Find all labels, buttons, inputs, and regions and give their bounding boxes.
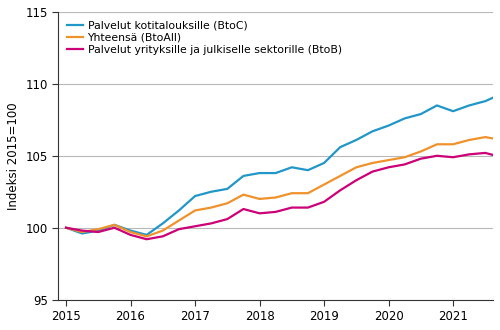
Legend: Palvelut kotitalouksille (BtoC), Yhteensä (BtoAll), Palvelut yrityksille ja julk: Palvelut kotitalouksille (BtoC), Yhteens… — [64, 17, 345, 58]
Yhteensä (BtoAll) — [79, 230, 85, 234]
Line: Palvelut yrityksille ja julkiselle sektorille (BtoB): Palvelut yrityksille ja julkiselle sekto… — [66, 134, 500, 239]
Palvelut kotitalouksille (BtoC) — [354, 138, 360, 142]
Line: Yhteensä (BtoAll): Yhteensä (BtoAll) — [66, 120, 500, 236]
Yhteensä (BtoAll) — [321, 182, 327, 186]
Palvelut kotitalouksille (BtoC) — [112, 223, 117, 227]
Yhteensä (BtoAll) — [337, 174, 343, 178]
Yhteensä (BtoAll) — [498, 138, 500, 142]
Palvelut kotitalouksille (BtoC) — [450, 109, 456, 113]
Yhteensä (BtoAll) — [112, 223, 117, 227]
Yhteensä (BtoAll) — [224, 201, 230, 205]
Palvelut yrityksille ja julkiselle sektorille (BtoB) — [176, 227, 182, 231]
Palvelut yrityksille ja julkiselle sektorille (BtoB) — [418, 157, 424, 161]
Palvelut yrityksille ja julkiselle sektorille (BtoB) — [208, 221, 214, 225]
Yhteensä (BtoAll) — [96, 227, 102, 231]
Palvelut kotitalouksille (BtoC) — [79, 231, 85, 235]
Palvelut kotitalouksille (BtoC) — [337, 145, 343, 149]
Palvelut kotitalouksille (BtoC) — [289, 165, 295, 169]
Palvelut yrityksille ja julkiselle sektorille (BtoB) — [96, 230, 102, 234]
Palvelut yrityksille ja julkiselle sektorille (BtoB) — [160, 234, 166, 238]
Palvelut yrityksille ja julkiselle sektorille (BtoB) — [289, 206, 295, 210]
Yhteensä (BtoAll) — [386, 158, 392, 162]
Yhteensä (BtoAll) — [450, 142, 456, 146]
Yhteensä (BtoAll) — [272, 196, 278, 200]
Palvelut kotitalouksille (BtoC) — [240, 174, 246, 178]
Palvelut yrityksille ja julkiselle sektorille (BtoB) — [402, 162, 407, 166]
Palvelut yrityksille ja julkiselle sektorille (BtoB) — [192, 224, 198, 228]
Palvelut kotitalouksille (BtoC) — [305, 168, 311, 172]
Palvelut yrityksille ja julkiselle sektorille (BtoB) — [498, 155, 500, 159]
Palvelut yrityksille ja julkiselle sektorille (BtoB) — [354, 178, 360, 182]
Yhteensä (BtoAll) — [418, 149, 424, 153]
Yhteensä (BtoAll) — [208, 206, 214, 210]
Palvelut kotitalouksille (BtoC) — [160, 221, 166, 225]
Palvelut yrityksille ja julkiselle sektorille (BtoB) — [272, 210, 278, 214]
Palvelut kotitalouksille (BtoC) — [144, 233, 150, 237]
Palvelut kotitalouksille (BtoC) — [192, 194, 198, 198]
Yhteensä (BtoAll) — [144, 234, 150, 238]
Yhteensä (BtoAll) — [176, 218, 182, 222]
Palvelut kotitalouksille (BtoC) — [208, 190, 214, 194]
Palvelut kotitalouksille (BtoC) — [466, 104, 472, 108]
Palvelut kotitalouksille (BtoC) — [224, 187, 230, 191]
Yhteensä (BtoAll) — [482, 135, 488, 139]
Palvelut kotitalouksille (BtoC) — [418, 112, 424, 116]
Palvelut kotitalouksille (BtoC) — [128, 229, 134, 233]
Palvelut yrityksille ja julkiselle sektorille (BtoB) — [305, 206, 311, 210]
Palvelut kotitalouksille (BtoC) — [434, 104, 440, 108]
Yhteensä (BtoAll) — [370, 161, 376, 165]
Palvelut yrityksille ja julkiselle sektorille (BtoB) — [386, 165, 392, 169]
Palvelut yrityksille ja julkiselle sektorille (BtoB) — [224, 217, 230, 221]
Palvelut kotitalouksille (BtoC) — [386, 124, 392, 128]
Palvelut kotitalouksille (BtoC) — [256, 171, 262, 175]
Palvelut yrityksille ja julkiselle sektorille (BtoB) — [321, 200, 327, 204]
Palvelut yrityksille ja julkiselle sektorille (BtoB) — [144, 237, 150, 241]
Palvelut yrityksille ja julkiselle sektorille (BtoB) — [112, 226, 117, 230]
Yhteensä (BtoAll) — [192, 209, 198, 213]
Palvelut kotitalouksille (BtoC) — [482, 99, 488, 103]
Palvelut yrityksille ja julkiselle sektorille (BtoB) — [466, 152, 472, 156]
Palvelut yrityksille ja julkiselle sektorille (BtoB) — [434, 154, 440, 158]
Yhteensä (BtoAll) — [63, 226, 69, 230]
Palvelut kotitalouksille (BtoC) — [498, 92, 500, 96]
Y-axis label: Indeksi 2015=100: Indeksi 2015=100 — [7, 102, 20, 210]
Palvelut kotitalouksille (BtoC) — [272, 171, 278, 175]
Yhteensä (BtoAll) — [354, 165, 360, 169]
Yhteensä (BtoAll) — [160, 229, 166, 233]
Palvelut yrityksille ja julkiselle sektorille (BtoB) — [337, 188, 343, 192]
Palvelut yrityksille ja julkiselle sektorille (BtoB) — [128, 233, 134, 237]
Palvelut yrityksille ja julkiselle sektorille (BtoB) — [450, 155, 456, 159]
Yhteensä (BtoAll) — [240, 193, 246, 197]
Yhteensä (BtoAll) — [289, 191, 295, 195]
Palvelut kotitalouksille (BtoC) — [321, 161, 327, 165]
Yhteensä (BtoAll) — [402, 155, 407, 159]
Palvelut yrityksille ja julkiselle sektorille (BtoB) — [63, 226, 69, 230]
Palvelut yrityksille ja julkiselle sektorille (BtoB) — [79, 229, 85, 233]
Palvelut kotitalouksille (BtoC) — [402, 116, 407, 120]
Palvelut yrityksille ja julkiselle sektorille (BtoB) — [256, 211, 262, 215]
Yhteensä (BtoAll) — [434, 142, 440, 146]
Palvelut kotitalouksille (BtoC) — [370, 129, 376, 133]
Palvelut kotitalouksille (BtoC) — [176, 209, 182, 213]
Line: Palvelut kotitalouksille (BtoC): Palvelut kotitalouksille (BtoC) — [66, 72, 500, 235]
Palvelut yrityksille ja julkiselle sektorille (BtoB) — [482, 151, 488, 155]
Palvelut yrityksille ja julkiselle sektorille (BtoB) — [370, 170, 376, 174]
Yhteensä (BtoAll) — [466, 138, 472, 142]
Palvelut kotitalouksille (BtoC) — [63, 226, 69, 230]
Yhteensä (BtoAll) — [305, 191, 311, 195]
Yhteensä (BtoAll) — [256, 197, 262, 201]
Yhteensä (BtoAll) — [128, 230, 134, 234]
Palvelut yrityksille ja julkiselle sektorille (BtoB) — [240, 207, 246, 211]
Palvelut kotitalouksille (BtoC) — [96, 229, 102, 233]
